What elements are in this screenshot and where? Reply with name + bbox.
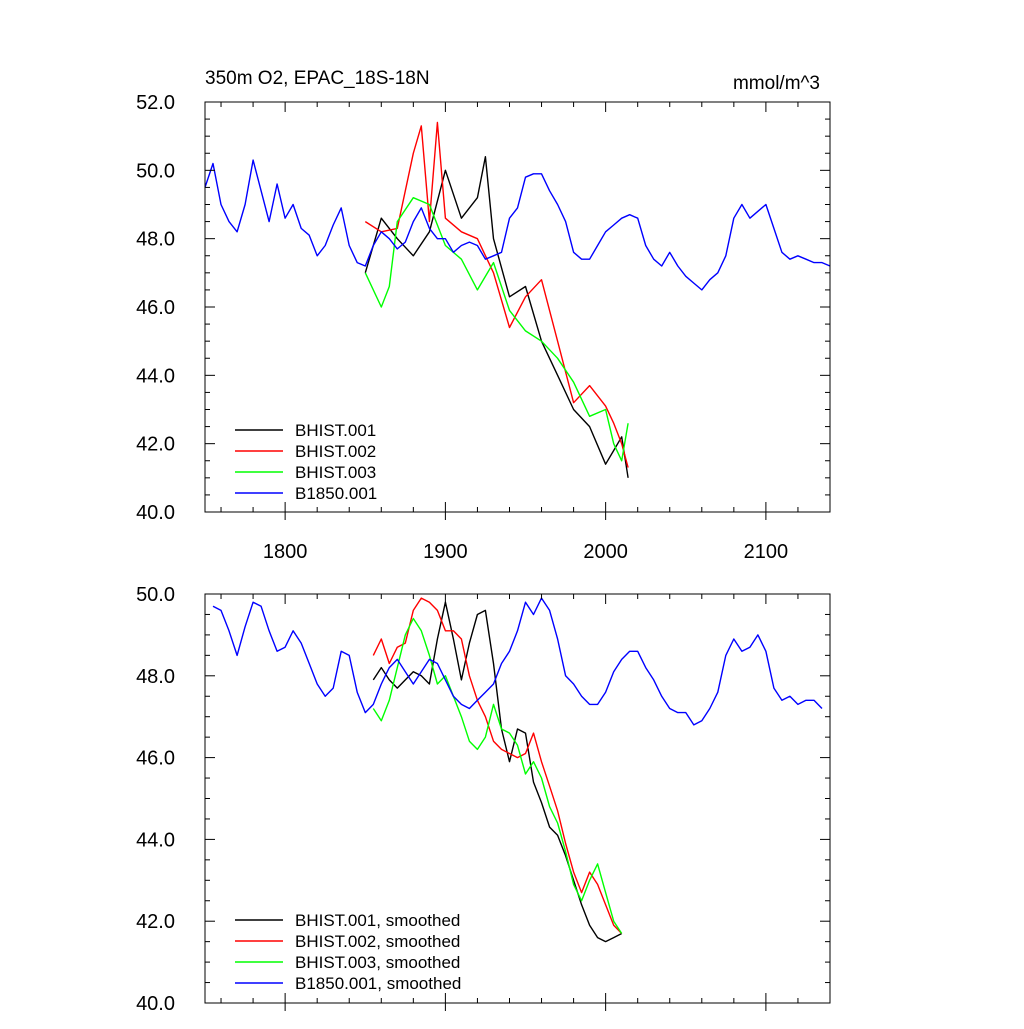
y-tick-label: 44.0: [136, 829, 175, 851]
x-tick-label: 2100: [744, 541, 789, 563]
legend-label: BHIST.003, smoothed: [295, 953, 460, 972]
series-line-0-3: [204, 159, 831, 291]
legend-label: BHIST.001: [295, 421, 376, 440]
y-tick-label: 44.0: [136, 365, 175, 387]
x-tick-label: 1800: [263, 541, 308, 563]
legend-label: BHIST.001, smoothed: [295, 911, 460, 930]
y-tick-label: 50.0: [136, 584, 175, 606]
y-tick-label: 48.0: [136, 229, 175, 251]
legend-label: BHIST.002: [295, 442, 376, 461]
chart-units: mmol/m^3: [733, 73, 820, 94]
legend-label: B1850.001, smoothed: [295, 974, 461, 993]
y-tick-label: 46.0: [136, 297, 175, 319]
y-tick-label: 46.0: [136, 748, 175, 770]
y-tick-label: 42.0: [136, 911, 175, 933]
y-tick-label: 48.0: [136, 666, 175, 688]
legend-label: B1850.001: [295, 484, 377, 503]
top-panel: 40.0 42.0 44.0 46.0 48.0 50.0 52.0 1800 1900 2000…: [136, 92, 831, 563]
x-tick-label: 2000: [583, 541, 628, 563]
series-line-0-0: [364, 156, 629, 478]
series-line-1-0: [372, 601, 623, 943]
y-tick-label: 40.0: [136, 993, 175, 1015]
series-line-0-1: [364, 121, 629, 468]
series-line-1-1: [372, 597, 623, 934]
legend-label: BHIST.003: [295, 463, 376, 482]
bottom-panel: 40.0 42.0 44.0 46.0 48.0 50.0 BHIST.001, smoot…: [136, 584, 831, 1015]
legend-label: BHIST.002, smoothed: [295, 932, 460, 951]
y-tick-label: 50.0: [136, 160, 175, 182]
series-line-1-3: [212, 597, 823, 726]
y-tick-label: 52.0: [136, 92, 175, 114]
y-tick-label: 40.0: [136, 502, 175, 524]
chart-title: 350m O2, EPAC_18S-18N: [205, 68, 430, 89]
y-tick-label: 42.0: [136, 434, 175, 456]
series-line-1-2: [372, 617, 623, 934]
series-line-0-2: [364, 197, 629, 462]
x-tick-label: 1900: [423, 541, 468, 563]
